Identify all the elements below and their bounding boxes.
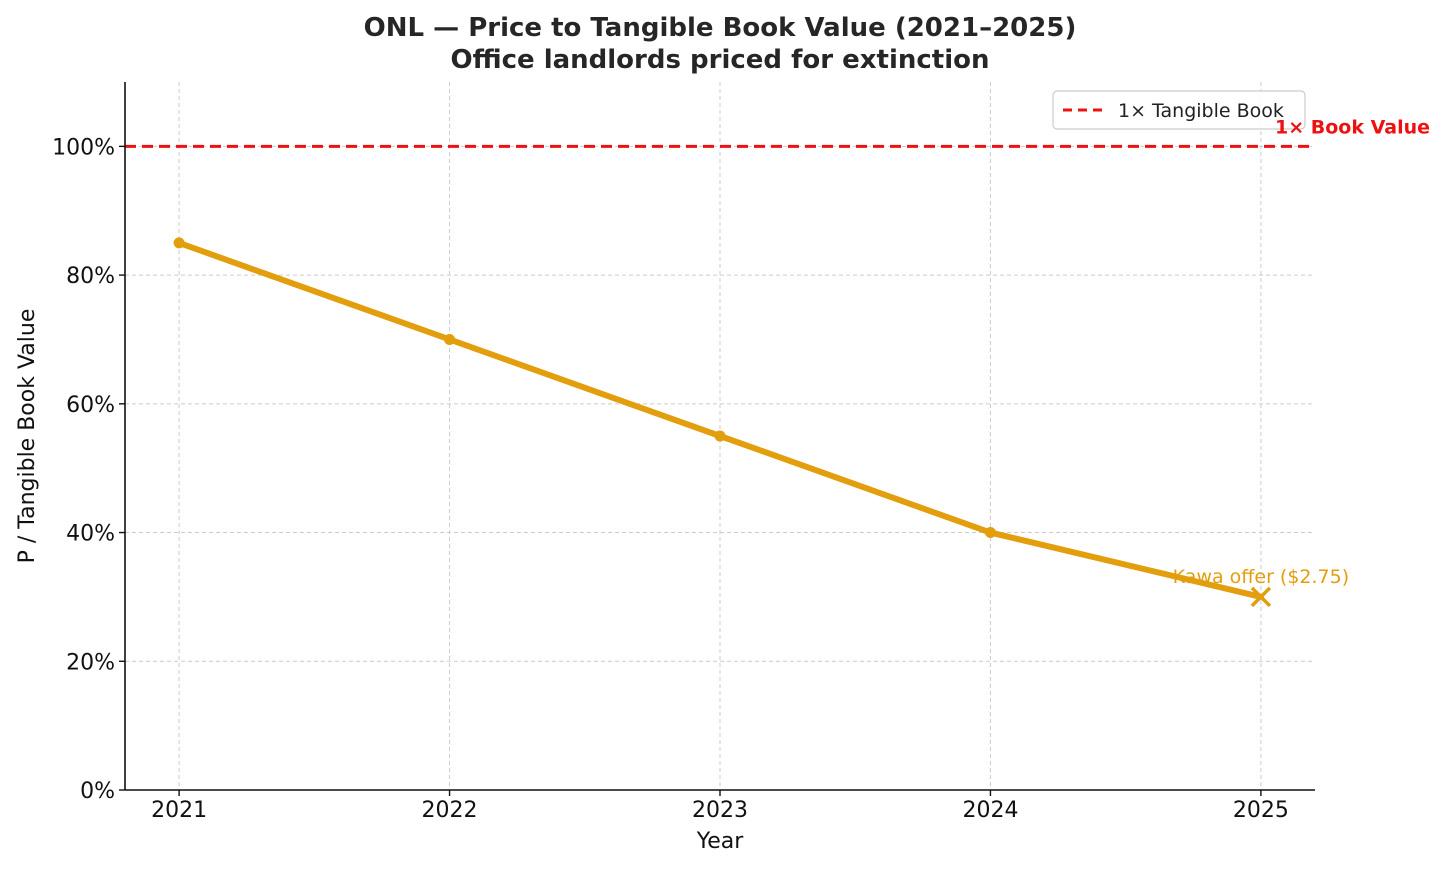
y-tick-label: 80%: [66, 264, 115, 289]
data-point: [714, 430, 726, 442]
x-tick-label: 2021: [151, 798, 207, 823]
x-tick-label: 2022: [422, 798, 478, 823]
y-tick-label: 100%: [52, 135, 115, 160]
reference-line-label: 1× Book Value: [1275, 116, 1430, 138]
y-tick-label: 40%: [66, 522, 115, 547]
y-tick-label: 0%: [80, 779, 115, 804]
legend: 1× Tangible Book: [1052, 90, 1306, 130]
data-point: [984, 527, 996, 539]
tick-labels: 0% 20% 40% 60% 80% 100% 2021 2022 2023 2024 2025: [52, 135, 1289, 823]
annotation-marker-stroke: [1250, 586, 1272, 608]
x-tick-label: 2025: [1233, 798, 1289, 823]
x-tick-label: 2024: [962, 798, 1018, 823]
annotation-label: Kawa offer ($2.75): [1173, 566, 1349, 588]
legend-label: 1× Tangible Book: [1118, 100, 1284, 122]
chart-subtitle: Office landlords priced for extinction: [451, 45, 990, 75]
series-group: [173, 237, 1272, 608]
data-point: [173, 237, 185, 249]
y-axis-label: P / Tangible Book Value: [15, 309, 40, 564]
annotation-marker: [1250, 586, 1272, 608]
legend-box: [1052, 90, 1306, 130]
x-tick-label: 2023: [692, 798, 748, 823]
y-tick-label: 60%: [66, 393, 115, 418]
chart-title: ONL — Price to Tangible Book Value (2021…: [364, 13, 1077, 43]
x-axis-label: Year: [696, 829, 745, 854]
data-point: [444, 333, 456, 345]
y-tick-label: 20%: [66, 650, 115, 675]
